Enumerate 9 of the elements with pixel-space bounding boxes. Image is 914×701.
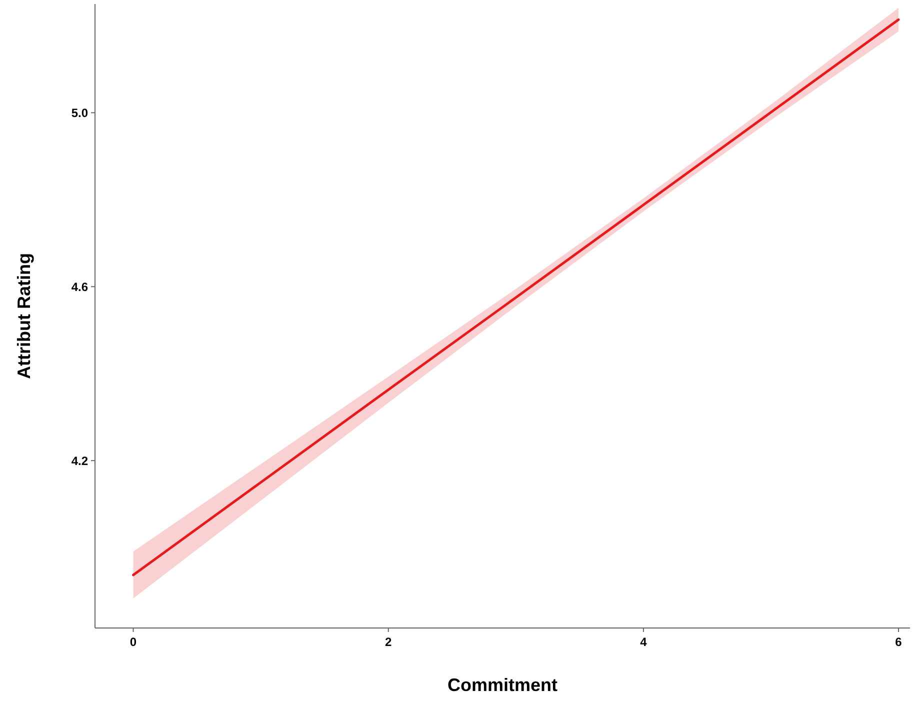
x-tick-label: 6	[895, 635, 902, 649]
y-tick-label: 4.6	[71, 280, 88, 294]
x-tick-label: 4	[640, 635, 648, 649]
y-tick-label: 5.0	[71, 106, 88, 120]
x-tick-label: 0	[130, 635, 137, 649]
x-tick-label: 2	[385, 635, 392, 649]
y-tick-label: 4.2	[71, 454, 88, 468]
x-axis-title: Commitment	[447, 675, 558, 695]
y-axis-title: Attribut Rating	[14, 253, 34, 379]
